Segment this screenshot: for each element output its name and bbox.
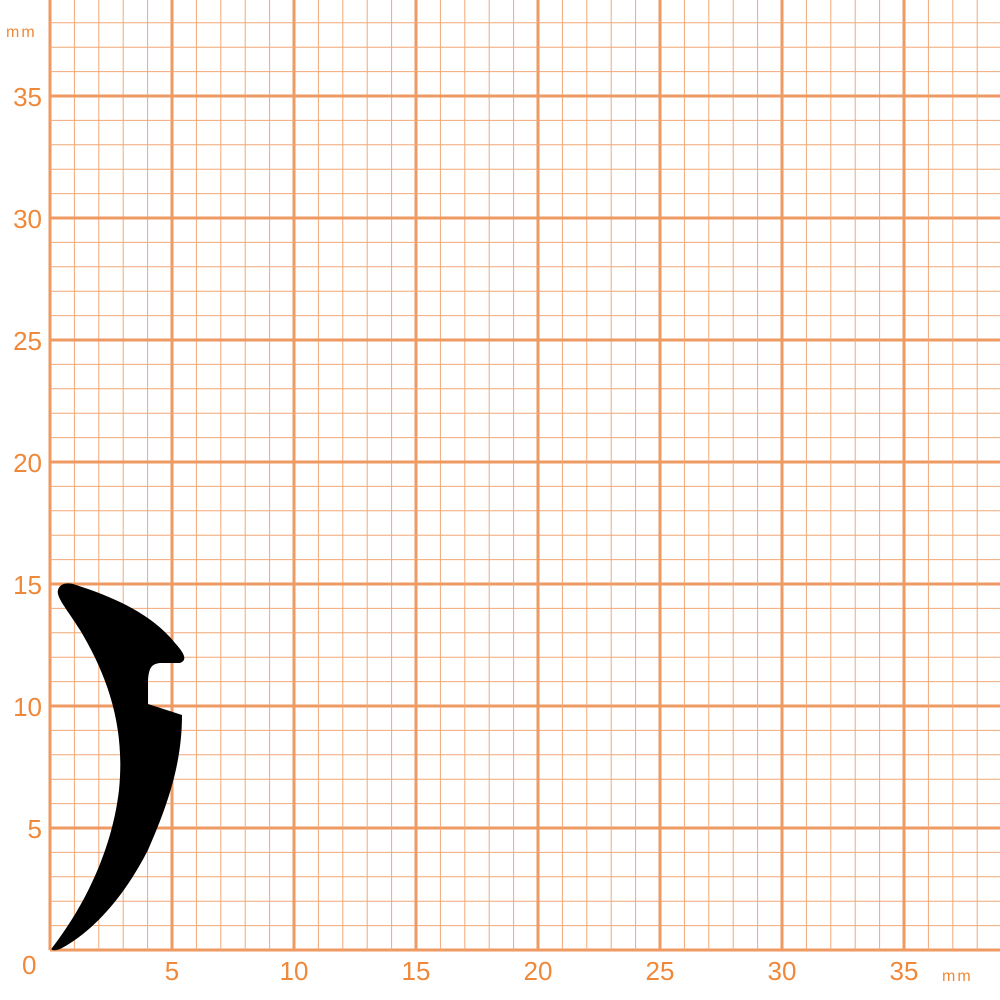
x-tick-label: 5 xyxy=(165,956,179,986)
seal-profile-shape xyxy=(51,583,185,951)
y-tick-label: 10 xyxy=(13,692,42,722)
y-tick-label: 30 xyxy=(13,204,42,234)
x-tick-label: 30 xyxy=(768,956,797,986)
origin-label: 0 xyxy=(22,950,37,980)
y-tick-label: 35 xyxy=(13,82,42,112)
x-tick-label: 35 xyxy=(890,956,919,986)
x-tick-label: 20 xyxy=(524,956,553,986)
y-tick-label: 25 xyxy=(13,326,42,356)
y-tick-label: 20 xyxy=(13,448,42,478)
y-tick-label: 5 xyxy=(28,814,42,844)
x-tick-label: 25 xyxy=(646,956,675,986)
x-tick-label: 10 xyxy=(280,956,309,986)
grid-lines xyxy=(48,0,1000,952)
y-unit-label: mm xyxy=(6,24,37,41)
x-unit-label: mm xyxy=(942,968,973,985)
y-tick-label: 15 xyxy=(13,570,42,600)
x-tick-label: 15 xyxy=(402,956,431,986)
